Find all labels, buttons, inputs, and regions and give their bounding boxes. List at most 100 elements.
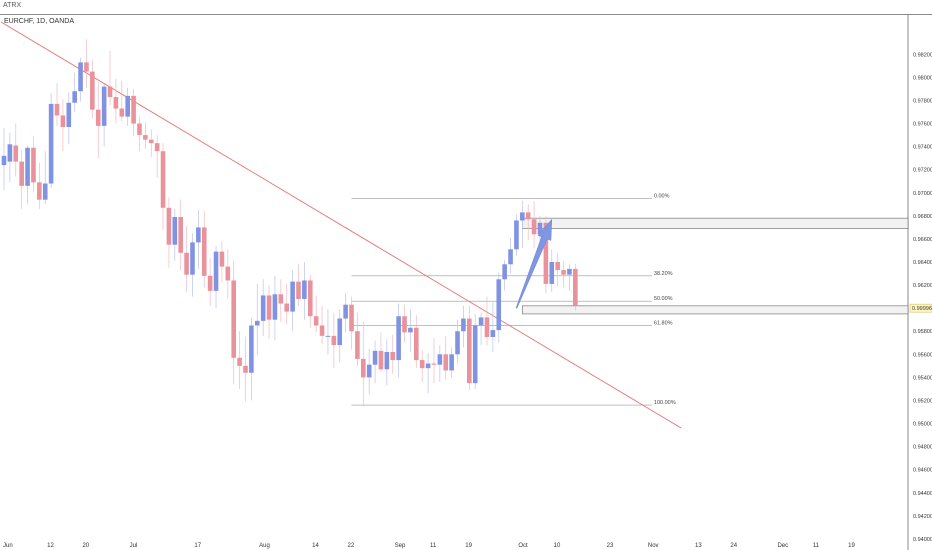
candle-body[interactable] (196, 227, 201, 243)
candle-body[interactable] (37, 182, 42, 200)
candle-body[interactable] (243, 365, 248, 373)
candle-body[interactable] (101, 86, 107, 126)
candle-body[interactable] (366, 364, 372, 378)
candle-body[interactable] (201, 227, 207, 276)
candle-body[interactable] (378, 350, 384, 370)
candle-body[interactable] (278, 294, 284, 304)
candle-body[interactable] (172, 217, 178, 245)
candle-body[interactable] (260, 295, 266, 321)
candle-body[interactable] (337, 318, 343, 346)
candle-body[interactable] (184, 252, 189, 275)
candle-body[interactable] (296, 281, 301, 299)
candle-body[interactable] (190, 242, 195, 275)
candle-body[interactable] (13, 145, 19, 162)
candle-body[interactable] (213, 251, 219, 291)
candle-body[interactable] (237, 357, 242, 366)
candle-body[interactable] (143, 135, 148, 140)
candle-body[interactable] (231, 280, 237, 358)
trendline[interactable] (0, 21, 682, 429)
candle-body[interactable] (1, 155, 7, 166)
candle-body[interactable] (360, 358, 366, 378)
candle-body[interactable] (225, 266, 231, 281)
candle-body[interactable] (325, 335, 331, 337)
candle-body[interactable] (414, 327, 419, 361)
candle-body[interactable] (419, 360, 425, 369)
candle-body[interactable] (508, 249, 513, 265)
candle-body[interactable] (7, 144, 13, 162)
candle-body[interactable] (372, 350, 378, 365)
candle-body[interactable] (113, 97, 119, 109)
candle-body[interactable] (319, 325, 325, 336)
candle-body[interactable] (48, 103, 54, 184)
candle-body[interactable] (555, 262, 560, 271)
candle-body[interactable] (484, 317, 490, 337)
candle-body[interactable] (561, 270, 566, 275)
candle-body[interactable] (384, 352, 390, 370)
candle-body[interactable] (437, 354, 443, 365)
candle-body[interactable] (84, 62, 89, 72)
candle-body[interactable] (496, 279, 502, 331)
candle-body[interactable] (95, 109, 101, 126)
price-zone[interactable] (522, 217, 909, 229)
candle-body[interactable] (331, 335, 337, 346)
candle-body[interactable] (31, 147, 36, 183)
candle-body[interactable] (355, 331, 360, 359)
candle-body[interactable] (461, 318, 466, 332)
candle-body[interactable] (537, 222, 543, 235)
candle-body[interactable] (467, 318, 472, 384)
candle-body[interactable] (349, 304, 354, 332)
candle-body[interactable] (154, 143, 160, 152)
candle-body[interactable] (219, 251, 225, 267)
candle-body[interactable] (478, 317, 484, 326)
candle-body[interactable] (266, 295, 272, 320)
candle-body[interactable] (455, 331, 460, 355)
candle-body[interactable] (431, 363, 437, 365)
candle-body[interactable] (490, 330, 496, 337)
candle-body[interactable] (520, 212, 525, 221)
candle-body[interactable] (502, 264, 507, 280)
candle-body[interactable] (148, 139, 154, 144)
candle-body[interactable] (302, 280, 307, 299)
candle-body[interactable] (249, 325, 254, 373)
candle-body[interactable] (125, 95, 130, 117)
candle-body[interactable] (543, 222, 549, 284)
candle-body[interactable] (573, 268, 578, 306)
candle-body[interactable] (207, 275, 213, 291)
candle-body[interactable] (107, 86, 113, 97)
candle-body[interactable] (166, 207, 172, 245)
candle-body[interactable] (402, 316, 407, 333)
candle-body[interactable] (549, 262, 555, 284)
candle-body[interactable] (390, 352, 396, 361)
candle-body[interactable] (307, 280, 313, 317)
candle-body[interactable] (131, 95, 136, 124)
candle-body[interactable] (54, 103, 60, 116)
candle-body[interactable] (19, 161, 24, 186)
candle-body[interactable] (343, 304, 348, 319)
price-zone[interactable] (522, 305, 909, 315)
candle-body[interactable] (25, 147, 30, 186)
candle-body[interactable] (160, 151, 166, 208)
candle-body[interactable] (396, 316, 401, 361)
candle-body[interactable] (313, 316, 319, 326)
candle-body[interactable] (525, 212, 531, 220)
candle-body[interactable] (514, 220, 519, 250)
candle-body[interactable] (567, 268, 572, 275)
candle-body[interactable] (137, 123, 142, 136)
candle-body[interactable] (72, 91, 77, 103)
candle-body[interactable] (254, 320, 260, 326)
candle-body[interactable] (284, 303, 290, 312)
candle-body[interactable] (90, 71, 95, 110)
candle-body[interactable] (78, 62, 83, 92)
candle-body[interactable] (408, 327, 413, 333)
projection-arrow[interactable] (515, 218, 553, 309)
candle-body[interactable] (290, 281, 295, 312)
candle-body[interactable] (178, 217, 183, 253)
candle-body[interactable] (425, 363, 431, 369)
candle-body[interactable] (60, 115, 66, 127)
candle-body[interactable] (449, 354, 454, 371)
candle-body[interactable] (119, 108, 125, 117)
candle-body[interactable] (272, 294, 278, 320)
candle-body[interactable] (42, 183, 48, 200)
candle-body[interactable] (531, 219, 537, 235)
